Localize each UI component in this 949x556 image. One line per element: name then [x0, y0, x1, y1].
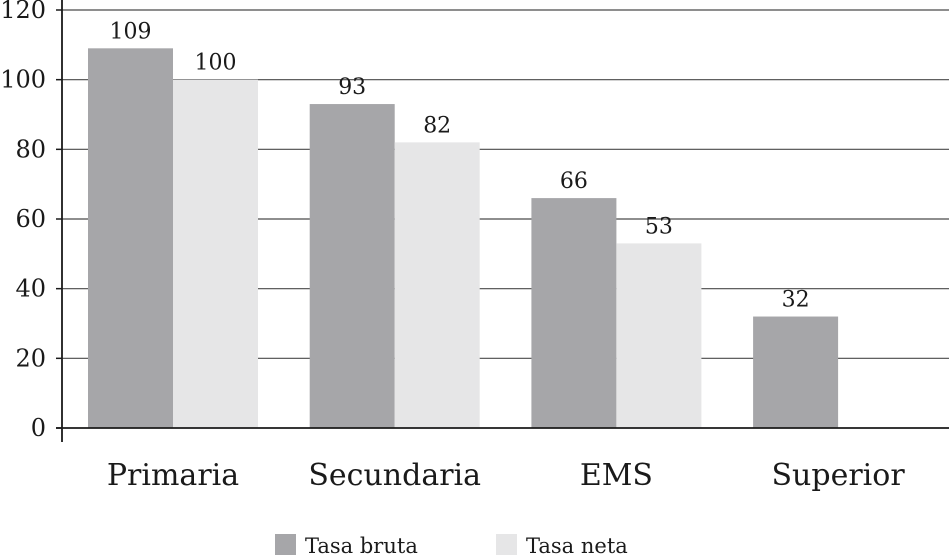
legend-label: Tasa neta — [526, 534, 628, 556]
y-tick-label: 100 — [0, 66, 46, 94]
data-label: 93 — [338, 75, 366, 100]
data-labels: 109 100 93 82 66 53 32 — [110, 19, 810, 312]
y-tick-label: 0 — [31, 414, 46, 442]
data-label: 66 — [560, 169, 588, 194]
y-tick-label: 20 — [15, 344, 46, 372]
data-label: 100 — [195, 51, 237, 76]
y-tick-label: 80 — [15, 135, 46, 163]
bar-tasa-neta — [616, 243, 702, 428]
category-label: Superior — [772, 458, 906, 493]
data-label: 82 — [423, 113, 451, 138]
y-tick-label: 120 — [0, 0, 46, 24]
bar-tasa-neta — [394, 142, 480, 428]
y-tick-label: 60 — [15, 205, 46, 233]
category-label: Secundaria — [308, 458, 481, 493]
bars — [88, 48, 839, 429]
legend-swatch — [275, 534, 296, 555]
data-label: 32 — [782, 288, 810, 313]
legend: Tasa bruta Tasa neta — [275, 534, 628, 556]
bar-tasa-bruta — [753, 316, 839, 428]
data-label: 109 — [110, 19, 152, 44]
legend-label: Tasa bruta — [305, 534, 418, 556]
bar-tasa-neta — [173, 79, 258, 429]
category-label: Primaria — [107, 458, 239, 493]
bar-tasa-bruta — [309, 104, 395, 429]
axes — [56, 0, 949, 442]
legend-swatch — [496, 534, 517, 555]
category-labels: Primaria Secundaria EMS Superior — [107, 458, 905, 493]
y-tick-labels: 0 20 40 60 80 100 120 — [0, 0, 46, 442]
bar-tasa-bruta — [88, 48, 173, 429]
y-tick-label: 40 — [15, 275, 46, 303]
bar-tasa-bruta — [531, 198, 617, 428]
category-label: EMS — [580, 458, 653, 493]
data-label: 53 — [645, 214, 673, 239]
